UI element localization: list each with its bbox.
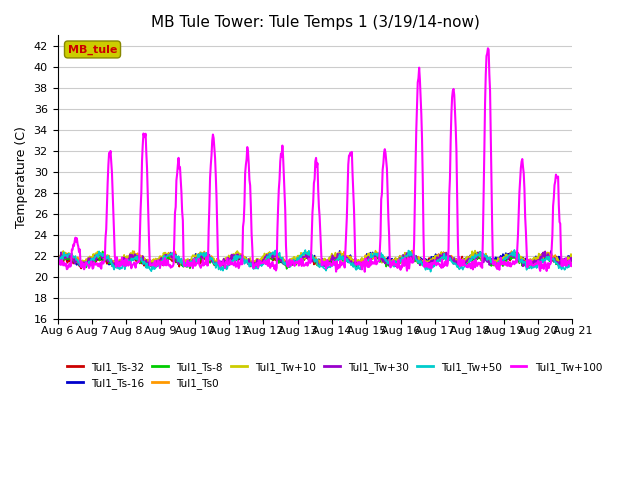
Tul1_Tw+10: [393, 256, 401, 262]
Tul1_Tw+100: [54, 260, 61, 266]
Tul1_Ts-8: [116, 263, 124, 268]
Tul1_Tw+100: [63, 266, 70, 272]
Line: Tul1_Ts-8: Tul1_Ts-8: [58, 252, 572, 269]
Text: MB_tule: MB_tule: [68, 44, 117, 55]
Tul1_Ts-16: [336, 248, 344, 254]
Tul1_Ts0: [54, 256, 61, 262]
Tul1_Tw+50: [63, 253, 70, 259]
Tul1_Ts-16: [169, 255, 177, 261]
Tul1_Tw+10: [471, 248, 479, 253]
Tul1_Ts-32: [393, 257, 401, 263]
Tul1_Tw+30: [63, 255, 70, 261]
Tul1_Ts-8: [196, 256, 204, 262]
Tul1_Tw+30: [392, 260, 400, 265]
Tul1_Tw+100: [168, 264, 176, 270]
Tul1_Tw+10: [195, 251, 203, 257]
Tul1_Ts-16: [568, 255, 576, 261]
Tul1_Ts0: [392, 260, 400, 265]
Tul1_Ts-16: [78, 264, 86, 269]
Tul1_Tw+50: [54, 258, 61, 264]
Tul1_Ts-32: [568, 255, 576, 261]
Tul1_Ts-16: [116, 257, 124, 263]
Tul1_Ts-8: [379, 258, 387, 264]
Tul1_Tw+50: [168, 251, 176, 256]
Tul1_Ts-32: [63, 259, 70, 264]
Tul1_Tw+50: [427, 269, 435, 275]
Tul1_Tw+100: [361, 269, 369, 275]
Tul1_Ts-16: [196, 251, 204, 257]
Tul1_Ts-32: [54, 257, 61, 263]
Tul1_Tw+100: [195, 262, 203, 267]
Tul1_Ts-8: [283, 266, 291, 272]
Tul1_Tw+100: [116, 259, 124, 265]
Tul1_Ts-32: [378, 258, 386, 264]
Tul1_Tw+100: [378, 191, 386, 197]
Tul1_Ts-8: [54, 256, 61, 262]
Tul1_Ts-32: [77, 265, 85, 271]
Tul1_Ts-16: [54, 257, 61, 263]
Tul1_Tw+50: [392, 262, 400, 267]
Tul1_Ts-16: [394, 257, 401, 263]
Tul1_Ts-16: [63, 254, 70, 260]
Tul1_Tw+50: [511, 247, 518, 253]
Tul1_Ts0: [116, 259, 124, 265]
Tul1_Ts0: [378, 256, 385, 262]
Tul1_Ts-32: [442, 250, 449, 255]
Tul1_Tw+30: [568, 258, 576, 264]
Tul1_Ts-8: [63, 256, 70, 262]
Tul1_Tw+100: [393, 264, 401, 270]
Line: Tul1_Tw+100: Tul1_Tw+100: [58, 48, 572, 272]
Tul1_Tw+10: [378, 260, 386, 265]
Tul1_Ts0: [568, 257, 576, 263]
Tul1_Tw+50: [568, 264, 576, 269]
Tul1_Tw+10: [63, 252, 70, 257]
Tul1_Tw+10: [54, 256, 61, 262]
Tul1_Ts0: [195, 254, 203, 260]
Tul1_Tw+10: [317, 263, 324, 269]
Line: Tul1_Ts-32: Tul1_Ts-32: [58, 252, 572, 268]
Tul1_Tw+100: [568, 263, 576, 269]
Line: Tul1_Ts0: Tul1_Ts0: [58, 251, 572, 267]
Tul1_Tw+50: [116, 266, 124, 272]
Line: Tul1_Tw+10: Tul1_Tw+10: [58, 251, 572, 266]
Tul1_Tw+30: [116, 258, 124, 264]
Line: Tul1_Tw+50: Tul1_Tw+50: [58, 250, 572, 272]
Tul1_Tw+10: [168, 252, 176, 258]
Title: MB Tule Tower: Tule Temps 1 (3/19/14-now): MB Tule Tower: Tule Temps 1 (3/19/14-now…: [150, 15, 479, 30]
Tul1_Ts0: [168, 252, 176, 258]
Tul1_Tw+30: [422, 265, 430, 271]
Tul1_Ts-8: [99, 249, 106, 254]
Tul1_Ts0: [63, 252, 70, 257]
Tul1_Tw+30: [378, 254, 385, 260]
Tul1_Tw+30: [54, 257, 61, 263]
Tul1_Tw+100: [484, 46, 492, 51]
Tul1_Tw+30: [195, 255, 203, 261]
Tul1_Tw+10: [568, 253, 576, 259]
Tul1_Ts-8: [568, 261, 576, 266]
Y-axis label: Temperature (C): Temperature (C): [15, 126, 28, 228]
Tul1_Tw+30: [168, 253, 176, 259]
Line: Tul1_Tw+30: Tul1_Tw+30: [58, 252, 572, 268]
Tul1_Ts-32: [196, 261, 204, 267]
Tul1_Tw+50: [195, 252, 203, 258]
Tul1_Ts-32: [116, 261, 124, 266]
Tul1_Ts0: [523, 264, 531, 270]
Tul1_Ts-8: [169, 255, 177, 261]
Tul1_Tw+10: [116, 257, 124, 263]
Tul1_Ts-8: [394, 260, 401, 265]
Tul1_Tw+50: [378, 250, 385, 256]
Tul1_Ts-16: [379, 257, 387, 263]
Tul1_Tw+30: [541, 249, 549, 254]
Tul1_Ts0: [408, 248, 416, 253]
Line: Tul1_Ts-16: Tul1_Ts-16: [58, 251, 572, 266]
Legend: Tul1_Ts-32, Tul1_Ts-16, Tul1_Ts-8, Tul1_Ts0, Tul1_Tw+10, Tul1_Tw+30, Tul1_Tw+50,: Tul1_Ts-32, Tul1_Ts-16, Tul1_Ts-8, Tul1_…: [63, 358, 606, 393]
Tul1_Ts-32: [169, 259, 177, 264]
